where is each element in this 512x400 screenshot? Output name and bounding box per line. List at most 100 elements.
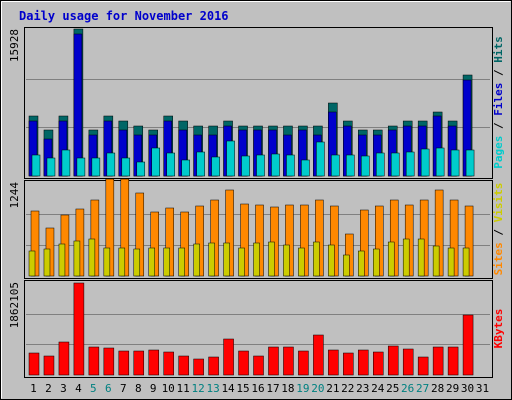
bar-visits — [313, 241, 320, 277]
bar-pages — [91, 157, 101, 177]
bar-visits — [178, 247, 185, 277]
bar-pages — [316, 141, 325, 177]
bar-visits — [43, 248, 51, 277]
bar-visits — [328, 244, 335, 277]
x-tick-label: 8 — [135, 382, 142, 395]
bar-visits — [28, 250, 36, 277]
x-tick-label: 6 — [105, 382, 112, 395]
bar-visits — [253, 242, 260, 277]
legend-item-visits: Visits — [492, 183, 505, 223]
bar-kbytes — [208, 356, 219, 376]
bar-visits — [402, 238, 410, 277]
x-tick-label: 21 — [326, 382, 339, 395]
bar-visits — [223, 242, 230, 277]
bar-visits — [462, 247, 470, 277]
bar-pages — [256, 154, 265, 177]
bar-kbytes — [387, 345, 399, 376]
bar-kbytes — [43, 355, 55, 376]
bar-kbytes — [373, 351, 384, 376]
bar-kbytes — [238, 350, 249, 376]
bar-pages — [435, 147, 445, 177]
bar-kbytes — [283, 346, 294, 376]
x-tick-label: 23 — [356, 382, 369, 395]
bar-kbytes — [163, 351, 174, 376]
legend-item-pages: Pages — [492, 136, 505, 169]
bar-pages — [420, 148, 430, 177]
bar-kbytes — [103, 347, 115, 376]
x-tick-label: 30 — [461, 382, 474, 395]
bar-visits — [163, 247, 170, 277]
bar-visits — [193, 243, 200, 277]
bar-visits — [432, 245, 440, 277]
bar-pages — [121, 157, 131, 177]
bar-pages — [405, 151, 415, 177]
bar-visits — [268, 241, 275, 277]
bar-pages — [241, 155, 250, 177]
bar-kbytes — [28, 352, 40, 376]
bar-pages — [76, 157, 86, 177]
bar-kbytes — [178, 355, 189, 376]
bar-pages — [166, 152, 175, 177]
bar-kbytes — [88, 346, 100, 376]
x-tick-label: 29 — [446, 382, 459, 395]
bar-kbytes — [253, 355, 264, 376]
x-tick-label: 7 — [120, 382, 127, 395]
y-max-label: 15928 — [8, 29, 21, 62]
bar-pages — [390, 152, 400, 177]
x-tick-label: 20 — [311, 382, 324, 395]
bar-pages — [271, 153, 280, 177]
bar-visits — [358, 250, 365, 277]
panel-kbytes: 1862105 KBytes — [8, 280, 505, 378]
chart-title: Daily usage for November 2016 — [19, 9, 229, 23]
x-tick-label: 17 — [266, 382, 279, 395]
x-tick-label: 24 — [371, 382, 385, 395]
bar-visits — [298, 247, 305, 277]
bar-pages — [226, 140, 235, 177]
legend-separator: / — [492, 116, 505, 136]
bar-pages — [465, 149, 475, 177]
y-max-label: 1244 — [8, 182, 21, 209]
bar-visits — [373, 248, 380, 277]
x-tick-label: 12 — [192, 382, 205, 395]
bar-kbytes — [462, 314, 474, 376]
bar-kbytes — [298, 350, 309, 376]
bar-visits — [417, 238, 425, 277]
bar-visits — [343, 254, 350, 277]
bar-visits — [447, 247, 455, 277]
x-tick-label: 16 — [251, 382, 264, 395]
x-tick-label: 4 — [75, 382, 82, 395]
bar-visits — [238, 247, 245, 277]
panel-hits-files-pages: 15928 Pages / Files / Hits — [8, 27, 505, 179]
bar-kbytes — [58, 341, 70, 376]
bar-visits — [387, 241, 395, 277]
x-tick-label: 31 — [476, 382, 489, 395]
bar-pages — [46, 157, 56, 177]
bar-visits — [148, 247, 155, 277]
x-tick-label: 25 — [386, 382, 399, 395]
x-tick-label: 9 — [150, 382, 157, 395]
bar-visits — [58, 243, 66, 277]
bar-pages — [376, 152, 385, 177]
x-tick-label: 15 — [236, 382, 249, 395]
bar-pages — [301, 159, 310, 177]
bar-files — [73, 33, 83, 177]
bar-kbytes — [358, 349, 369, 376]
bar-kbytes — [402, 348, 414, 376]
x-tick-label: 5 — [90, 382, 97, 395]
x-tick-label: 22 — [341, 382, 354, 395]
legend-item-hits: Hits — [492, 36, 505, 63]
x-tick-label: 2 — [45, 382, 52, 395]
legend-kbytes: KBytes — [492, 309, 505, 349]
bar-pages — [181, 159, 190, 177]
bar-visits — [208, 242, 215, 277]
bar-kbytes — [343, 352, 354, 376]
bar-kbytes — [328, 349, 339, 376]
x-tick-label: 26 — [401, 382, 414, 395]
legend-separator: / — [492, 222, 505, 242]
x-tick-label: 13 — [206, 382, 219, 395]
bar-kbytes — [268, 346, 279, 376]
y-max-label: 1862105 — [8, 282, 21, 328]
bar-kbytes — [432, 346, 444, 376]
